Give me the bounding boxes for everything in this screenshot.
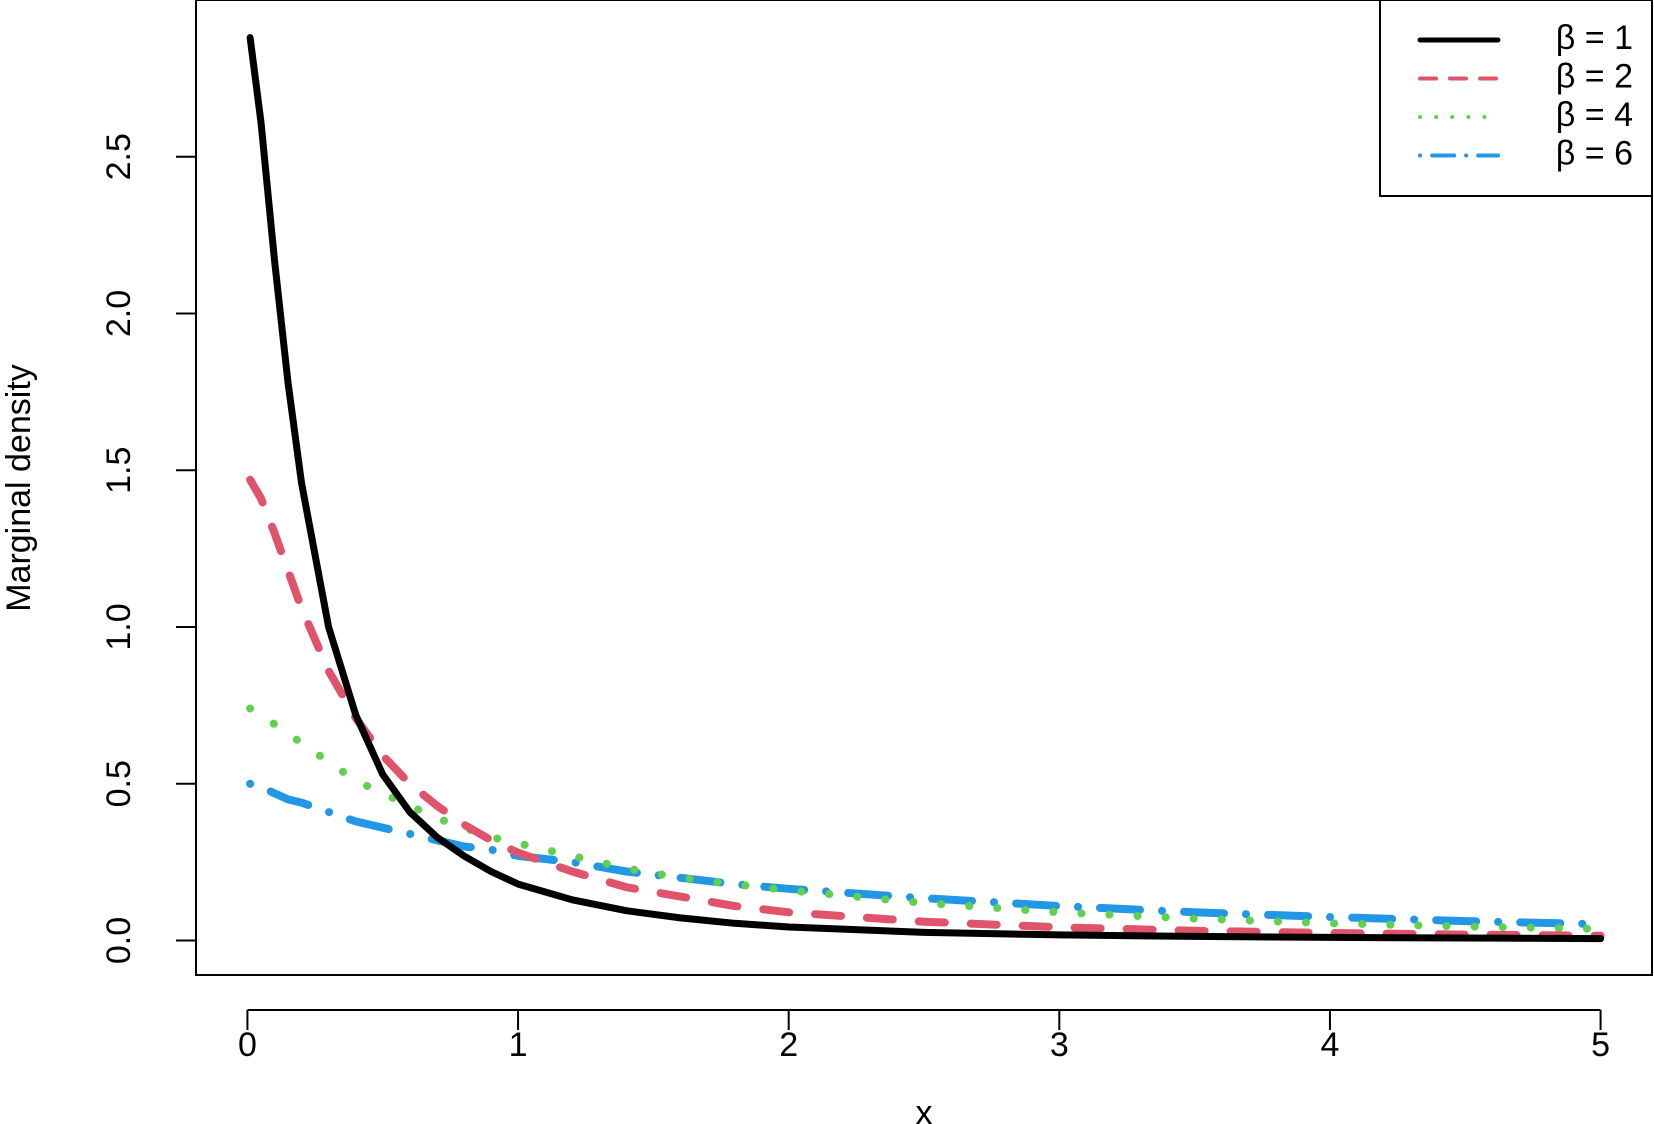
series-line-4 [246, 779, 1605, 929]
legend-box [1379, 0, 1653, 197]
y-tick-label: 2.0 [100, 290, 138, 337]
series-line-2 [246, 475, 1605, 940]
legend-label-3: β = 4 [1556, 96, 1633, 134]
series-line-1 [246, 34, 1605, 943]
x-tick-label: 5 [1591, 1026, 1610, 1064]
y-tick-label: 1.0 [100, 603, 138, 650]
x-tick-label: 3 [1050, 1026, 1069, 1064]
legend-label-4: β = 6 [1556, 134, 1633, 172]
y-tick-label: 2.5 [100, 133, 138, 180]
series-layer [246, 34, 1605, 943]
legend: β = 1β = 2β = 4β = 6 [1379, 0, 1653, 197]
x-tick-label: 2 [779, 1026, 798, 1064]
y-tick-label: 0.0 [100, 917, 138, 964]
x-tick-label: 1 [509, 1026, 528, 1064]
x-tick-label: 0 [238, 1026, 257, 1064]
y-tick-label: 1.5 [100, 447, 138, 494]
y-axis-title: Marginal density [0, 364, 38, 612]
x-tick-label: 4 [1320, 1026, 1339, 1064]
x-axis: 0 1 2 3 4 5 [238, 1009, 1610, 1064]
legend-label-1: β = 1 [1556, 19, 1633, 57]
y-tick-label: 0.5 [100, 760, 138, 807]
y-axis: 0.0 0.5 1.0 1.5 2.0 2.5 [100, 133, 197, 964]
x-axis-title: x [916, 1094, 933, 1124]
legend-label-2: β = 2 [1556, 57, 1633, 95]
series-line-3 [246, 704, 1605, 933]
